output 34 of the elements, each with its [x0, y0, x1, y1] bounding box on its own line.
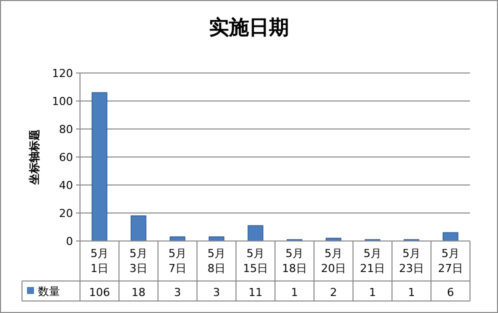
- data-label: 2: [330, 286, 337, 299]
- legend-label: 数量: [38, 285, 60, 298]
- x-tick-label: 5月15日: [243, 247, 268, 275]
- data-label: 106: [89, 286, 110, 299]
- y-tick-label: 0: [66, 235, 73, 248]
- y-tick-label: 60: [59, 151, 73, 164]
- data-label: 1: [369, 286, 376, 299]
- y-axis-title: 坐标轴标题: [28, 130, 41, 186]
- x-tick-label: 5月8日: [208, 247, 226, 275]
- y-tick-label: 80: [59, 123, 73, 136]
- y-tick-label: 100: [52, 95, 73, 108]
- data-label: 3: [213, 286, 220, 299]
- x-tick-label: 5月1日: [90, 247, 108, 275]
- bar: [248, 225, 264, 242]
- x-tick-label: 5月3日: [130, 247, 148, 275]
- x-tick-label: 5月7日: [168, 247, 186, 275]
- x-tick-label: 5月21日: [360, 247, 385, 275]
- data-label: 6: [447, 286, 454, 299]
- y-tick-label: 120: [52, 67, 73, 80]
- bar: [130, 215, 146, 242]
- bar: [442, 232, 458, 242]
- data-label: 1: [291, 286, 298, 299]
- data-label: 3: [174, 286, 181, 299]
- y-tick-label: 20: [59, 207, 73, 220]
- x-tick-label: 5月27日: [438, 247, 463, 275]
- data-label: 1: [408, 286, 415, 299]
- x-tick-label: 5月23日: [399, 247, 424, 275]
- y-tick-label: 40: [59, 179, 73, 192]
- data-label: 11: [248, 286, 262, 299]
- chart-title: 实施日期: [209, 15, 289, 39]
- data-label: 18: [132, 286, 146, 299]
- x-tick-label: 5月18日: [282, 247, 307, 275]
- x-tick-label: 5月20日: [321, 247, 346, 275]
- bar: [92, 92, 108, 242]
